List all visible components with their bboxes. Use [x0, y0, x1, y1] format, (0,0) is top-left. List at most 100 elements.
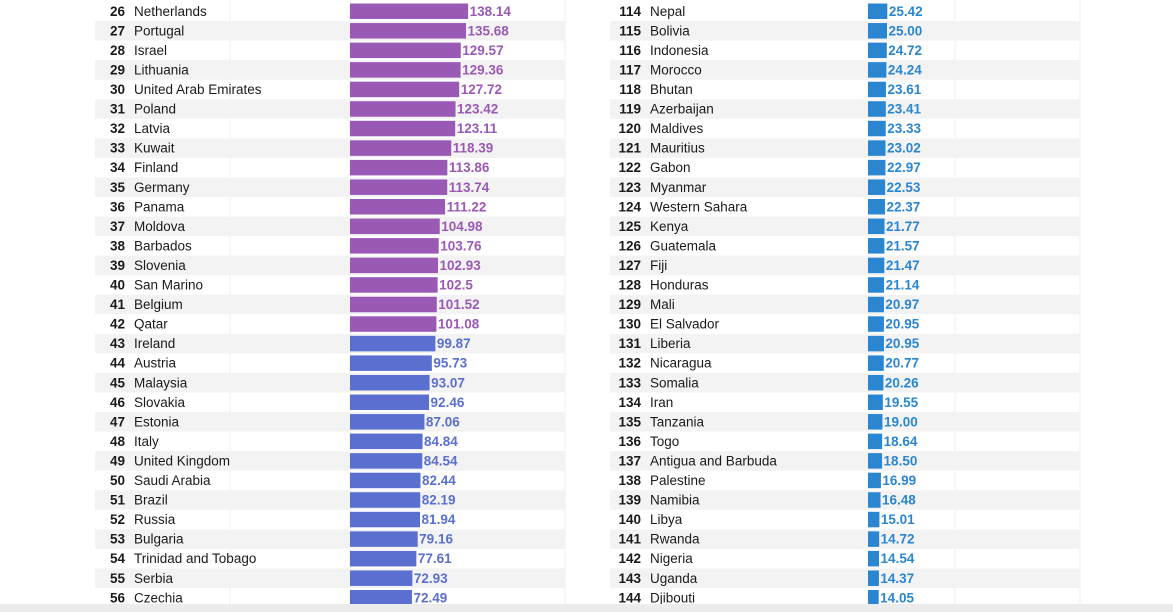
country-label: Somalia — [650, 375, 699, 390]
value-label: 111.22 — [447, 199, 487, 214]
bar — [350, 316, 437, 332]
rank-label: 125 — [618, 219, 641, 234]
country-label: Morocco — [650, 62, 702, 77]
bar — [350, 492, 421, 508]
row-stripe — [95, 177, 565, 197]
bar — [868, 120, 886, 137]
bar — [350, 414, 425, 430]
country-label: Tanzania — [650, 414, 705, 429]
rank-label: 116 — [619, 43, 641, 58]
value-label: 87.06 — [426, 414, 460, 429]
row-stripe — [610, 333, 1080, 354]
rank-label: 28 — [110, 43, 126, 58]
value-label: 15.01 — [881, 512, 915, 527]
rank-label: 136 — [618, 434, 641, 449]
bar — [868, 81, 886, 98]
country-label: Nicaragua — [650, 356, 712, 371]
bar — [350, 590, 412, 606]
rank-label: 54 — [110, 551, 126, 566]
bar — [350, 335, 436, 352]
rank-label: 53 — [110, 532, 126, 547]
country-label: Bhutan — [650, 82, 693, 97]
country-label: United Kingdom — [134, 453, 230, 468]
row-stripe — [95, 255, 565, 276]
bar — [350, 570, 413, 586]
row-stripe — [610, 60, 1080, 80]
country-label: Lithuania — [134, 62, 189, 77]
rank-label: 131 — [618, 336, 641, 351]
bar — [868, 590, 879, 606]
bar — [868, 316, 884, 332]
country-label: United Arab Emirates — [134, 82, 262, 97]
country-label: Nepal — [650, 4, 685, 19]
country-label: Iran — [650, 395, 673, 410]
value-label: 14.37 — [880, 571, 914, 586]
value-label: 81.94 — [422, 512, 456, 527]
bar — [350, 355, 432, 371]
bar — [868, 570, 879, 586]
country-label: Bulgaria — [134, 532, 184, 547]
rank-label: 141 — [618, 532, 641, 547]
rank-label: 46 — [110, 395, 126, 410]
country-label: Mali — [650, 297, 675, 312]
value-label: 82.19 — [422, 493, 456, 508]
row-stripe — [610, 21, 1080, 41]
rank-label: 30 — [110, 82, 125, 97]
value-label: 14.05 — [880, 590, 914, 605]
rank-label: 48 — [110, 434, 126, 449]
country-label: Netherlands — [134, 4, 207, 19]
country-label: Poland — [134, 102, 176, 117]
value-label: 99.87 — [437, 336, 471, 351]
row-stripe — [610, 255, 1080, 276]
rank-label: 44 — [110, 356, 126, 371]
country-label: Djibouti — [650, 590, 695, 605]
row-stripe — [610, 568, 1080, 588]
country-label: Estonia — [134, 414, 180, 429]
value-label: 25.42 — [889, 4, 923, 19]
row-stripe — [610, 138, 1080, 158]
value-label: 23.41 — [887, 102, 921, 117]
bar — [868, 453, 883, 469]
row-stripe — [610, 412, 1080, 432]
rank-label: 32 — [110, 121, 125, 136]
rank-label: 55 — [110, 571, 126, 586]
country-label: Russia — [134, 512, 176, 527]
rank-label: 39 — [110, 258, 125, 273]
rank-label: 123 — [618, 180, 641, 195]
bar — [868, 374, 884, 391]
rank-label: 144 — [618, 590, 641, 605]
country-label: Belgium — [134, 297, 183, 312]
bar — [350, 433, 423, 450]
rank-label: 26 — [110, 4, 126, 19]
row-stripe — [610, 99, 1080, 119]
bar — [868, 394, 883, 410]
rank-label: 115 — [619, 23, 641, 38]
row-stripe — [610, 529, 1080, 549]
country-label: Indonesia — [650, 43, 709, 58]
rank-label: 117 — [619, 62, 641, 77]
rank-label: 133 — [618, 375, 641, 390]
rank-label: 143 — [618, 571, 641, 586]
value-label: 72.49 — [413, 590, 447, 605]
country-label: Serbia — [134, 571, 174, 586]
row-stripe — [95, 529, 565, 549]
bar — [868, 511, 880, 528]
country-label: Moldova — [134, 219, 186, 234]
bar — [868, 355, 884, 371]
rank-label: 37 — [110, 219, 125, 234]
country-label: Austria — [134, 356, 177, 371]
bar — [868, 414, 883, 430]
country-label: Kuwait — [134, 141, 175, 156]
value-label: 113.86 — [449, 160, 490, 175]
rank-label: 42 — [110, 317, 125, 332]
country-label: Fiji — [650, 258, 667, 273]
country-label: Panama — [134, 199, 185, 214]
country-label: El Salvador — [650, 317, 720, 332]
bar — [350, 374, 430, 391]
bar — [868, 62, 887, 78]
country-label: Portugal — [134, 23, 184, 38]
row-stripe — [610, 372, 1080, 393]
bar — [868, 140, 886, 156]
bar — [868, 199, 886, 215]
